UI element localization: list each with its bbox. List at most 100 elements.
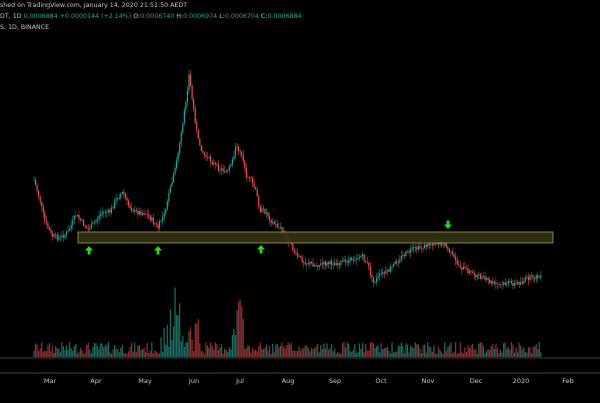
volume-bar (45, 351, 47, 357)
volume-bar (273, 352, 275, 357)
candle-body (329, 261, 331, 265)
candle-body (258, 196, 260, 207)
candle-body (520, 282, 522, 285)
volume-bar (41, 342, 43, 357)
volume-bar (425, 352, 427, 357)
candle-body (535, 275, 537, 280)
candle-body (176, 160, 178, 169)
volume-bar (507, 347, 509, 357)
candle-body (213, 162, 215, 165)
candle-body (174, 168, 176, 174)
candle-body (109, 209, 111, 213)
candle-body (479, 274, 481, 279)
exchange-label: S, 1D, BINANCE (0, 24, 50, 31)
candle-body (499, 284, 502, 285)
candle-body (320, 263, 322, 266)
candle-body (424, 244, 426, 249)
candle-body (298, 256, 300, 257)
volume-bar (154, 350, 156, 357)
volume-bar (120, 347, 122, 357)
volume-bar (127, 351, 130, 357)
candle-body (507, 281, 509, 285)
volume-bar (399, 346, 401, 357)
volume-bar (386, 346, 388, 357)
candle-body (163, 213, 165, 217)
candle-body (216, 164, 218, 165)
volume-bar (214, 342, 216, 357)
candle-body (427, 243, 429, 247)
candle-body (281, 227, 283, 232)
volume-bar (310, 347, 313, 357)
volume-bar (62, 346, 65, 357)
signal-markers (85, 220, 452, 255)
volume-bar (434, 353, 437, 357)
volume-bar (34, 343, 37, 357)
candle-body (228, 166, 230, 171)
candle-body (106, 212, 108, 213)
volume-bar (100, 343, 102, 357)
volume-bar (250, 352, 252, 357)
candle-body (86, 226, 88, 229)
volume-bar (36, 344, 38, 357)
volume-bar (239, 299, 241, 357)
candle-body (236, 146, 238, 148)
candle-body (259, 206, 261, 212)
candle-body (403, 255, 406, 257)
volume-bar (329, 348, 331, 357)
candle-body (411, 247, 413, 250)
volume-bar (64, 349, 66, 357)
volume-bar (465, 351, 468, 357)
volume-bar (323, 343, 325, 357)
volume-bar (38, 351, 40, 357)
candle-body (95, 220, 97, 223)
candle-body (72, 220, 74, 225)
volume-bar (255, 349, 257, 357)
volume-bar (433, 345, 435, 357)
volume-bar (313, 348, 316, 357)
volume-bar (183, 346, 185, 357)
volume-bar (146, 342, 148, 357)
volume-bar (233, 329, 235, 357)
volume-bar (402, 345, 404, 357)
volume-bar (230, 349, 232, 357)
candle-body (358, 257, 361, 259)
volume-bar (118, 352, 120, 357)
volume-bar (59, 352, 61, 357)
volume-bar (162, 351, 164, 357)
candle-body (472, 271, 474, 274)
candle-body (526, 276, 528, 278)
volume-bar (171, 340, 173, 357)
candle-body (458, 264, 460, 265)
volume-bar (78, 352, 80, 357)
candle-body (199, 138, 201, 146)
volume-bar (411, 347, 413, 357)
volume-bar (179, 303, 181, 357)
candle-body (185, 102, 187, 111)
candle-body (473, 273, 475, 276)
volume-bar (286, 345, 288, 357)
volume-bar (431, 351, 433, 357)
candle-body (366, 262, 368, 263)
volume-bar (512, 344, 514, 357)
candle-body (146, 214, 148, 215)
candle-body (137, 211, 139, 215)
volume-bar (475, 348, 477, 357)
candle-body (492, 281, 494, 284)
candle-body (162, 216, 164, 221)
candle-body (143, 213, 145, 215)
candle-body (540, 275, 542, 278)
candle-body (265, 212, 268, 214)
candle-body (210, 156, 212, 162)
volume-bar (331, 343, 333, 357)
candle-body (343, 259, 345, 262)
volume-bar (155, 351, 158, 357)
volume-bar (53, 352, 55, 357)
candle-body (478, 274, 480, 275)
volume-bar (535, 343, 537, 357)
candle-series (33, 69, 542, 290)
volume-bar (160, 337, 162, 357)
candle-body (503, 282, 505, 285)
volume-bar (72, 350, 74, 357)
candle-body (78, 214, 80, 219)
